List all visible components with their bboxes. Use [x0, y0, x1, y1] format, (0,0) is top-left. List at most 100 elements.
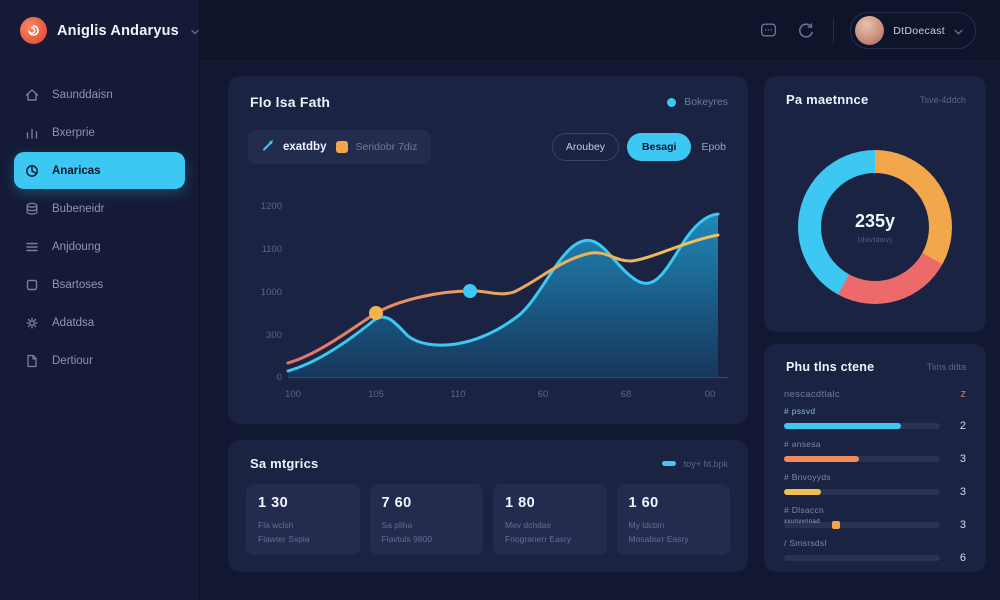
- chevron-down-icon: [954, 22, 963, 40]
- progress-track: [784, 555, 940, 561]
- progress-row: # ansesa 3: [784, 439, 966, 465]
- stat-label: Fla wclsh: [258, 520, 294, 530]
- progress-track: [784, 489, 940, 495]
- document-icon: [24, 353, 40, 369]
- y-tick: 1000: [261, 287, 282, 298]
- progress-panel: Phu tlns ctene Tims ddta nescacdtlalc z …: [764, 344, 986, 572]
- refresh-icon[interactable]: [795, 20, 817, 42]
- stat-value: 1 60: [628, 495, 659, 511]
- progress-label: # ansesa: [784, 439, 821, 449]
- sidebar-item-label: Bsartoses: [52, 278, 104, 291]
- sidebar-item-label: Anjdoung: [52, 240, 101, 253]
- y-tick: 0: [277, 372, 282, 383]
- legend-dot-icon: [667, 97, 677, 107]
- home-icon: [24, 87, 40, 103]
- progress-header-label: nescacdtlalc: [784, 388, 840, 400]
- marker-orange-dot[interactable]: [369, 306, 383, 320]
- progress-label: # Bnvoyyds: [784, 472, 831, 482]
- progress-fill: [784, 456, 859, 462]
- user-menu[interactable]: DtDoecast: [850, 12, 976, 49]
- aroubey-button[interactable]: Aroubey: [551, 133, 620, 161]
- progress-track: [784, 456, 940, 462]
- x-tick: 60: [538, 389, 549, 400]
- sidebar-item-bubeneidr[interactable]: Bubeneidr: [14, 190, 185, 227]
- sidebar-item-adatdsa[interactable]: Adatdsa: [14, 304, 185, 341]
- stat-card: 1 60 My ldcbin Mosaburr Easry: [616, 484, 730, 555]
- sidebar-item-bxerprie[interactable]: Bxerprie: [14, 114, 185, 151]
- sidebar-item-label: Bxerprie: [52, 126, 95, 139]
- progress-label: # Dlsaccn: [784, 505, 825, 515]
- sidebar-item-label: Saunddaisn: [52, 88, 113, 101]
- progress-value: 3: [959, 486, 966, 498]
- legend-dash-icon: [661, 461, 676, 466]
- donut-ring: 235y (dovtdwv): [798, 150, 952, 304]
- sidebar-item-saunddaisn[interactable]: Saunddaisn: [14, 76, 185, 113]
- besagi-button[interactable]: Besagi: [627, 133, 692, 161]
- progress-row: # Bnvoyyds 3: [784, 472, 966, 498]
- orange-marker-icon: [832, 521, 841, 529]
- sidebar-item-anjdoung[interactable]: Anjdoung: [14, 228, 185, 265]
- user-name: DtDoecast: [893, 24, 945, 37]
- bar-chart-icon: [24, 125, 40, 141]
- stat-card: 1 80 Mev dchdas Fnogranerr Easry: [493, 484, 607, 555]
- y-tick: 1100: [262, 244, 282, 255]
- sidebar-item-anaricas[interactable]: Anaricas: [14, 152, 185, 189]
- progress-row: # Dlsaccn xxunvvnnad 3: [784, 505, 966, 531]
- gear-icon: [24, 315, 40, 331]
- progress-value: 6: [959, 552, 966, 564]
- series2-toggle[interactable]: Seridobr 7diz: [336, 141, 417, 153]
- progress-row: # pssvd 2: [784, 406, 966, 432]
- sidebar-menu: Saunddaisn Bxerprie Anaricas Bubeneidr: [0, 76, 199, 379]
- sidebar-item-label: Adatdsa: [52, 316, 95, 329]
- list-icon: [24, 239, 40, 255]
- chart-panel: Flo lsa Fath Bokeyres exatdby Seridobr 7…: [228, 76, 748, 424]
- progress-value: 2: [959, 420, 966, 432]
- stat-label: My ldcbin: [628, 520, 665, 530]
- metrics-legend-label: toy+ fd.bpk: [683, 458, 728, 469]
- chart-title: Flo lsa Fath: [250, 94, 331, 110]
- marker-cyan-dot[interactable]: [463, 284, 477, 298]
- metrics-legend: toy+ fd.bpk: [661, 458, 728, 469]
- x-tick: 68: [621, 389, 632, 400]
- area-series-line: [286, 212, 720, 373]
- area-series-fill: [288, 214, 718, 377]
- stat-value: 1 30: [258, 495, 289, 511]
- sidebar-item-label: Dertiour: [52, 354, 93, 367]
- progress-fill: [784, 489, 822, 495]
- metrics-title: Sa mtgrics: [250, 456, 319, 471]
- sidebar-item-label: Bubeneidr: [52, 202, 105, 215]
- donut-title: Pa maetnnce: [786, 92, 869, 107]
- progress-list: nescacdtlalc z # pssvd 2 # ansesa 3 # Bn…: [764, 374, 986, 564]
- database-icon: [24, 201, 40, 217]
- sidebar: Aniglis Andaryus Saunddaisn Bxerprie: [0, 0, 200, 600]
- progress-label: / Smsrsdsl: [784, 538, 827, 548]
- sidebar-item-dertiour[interactable]: Dertiour: [14, 342, 185, 379]
- stat-label: Sa pliha: [381, 520, 413, 530]
- series1-toggle[interactable]: exatdby: [262, 138, 326, 157]
- box-icon: [24, 277, 40, 293]
- stat-sublabel: Flavtuls 9800: [381, 534, 433, 545]
- progress-value: 3: [959, 519, 966, 531]
- chart-legend-top: Bokeyres: [667, 96, 728, 108]
- chart-buttons: Aroubey Besagi Epob: [551, 133, 728, 161]
- sidebar-item-bsartoses[interactable]: Bsartoses: [14, 266, 185, 303]
- stat-value: 7 60: [381, 495, 412, 511]
- logo-swirl-icon: [20, 17, 47, 44]
- x-tick: 100: [285, 389, 301, 400]
- chat-icon[interactable]: [757, 20, 779, 42]
- epob-button[interactable]: Epob: [699, 137, 728, 157]
- series1-label: exatdby: [283, 141, 327, 153]
- trend-icon: [262, 138, 276, 157]
- stat-sublabel: Fnogranerr Easry: [505, 534, 572, 545]
- donut-subtitle: Tsve-4ddch: [919, 94, 966, 105]
- metrics-panel: Sa mtgrics toy+ fd.bpk 1 30 Fla wclsh Fl…: [228, 440, 748, 572]
- stat-card: 7 60 Sa pliha Flavtuls 9800: [369, 484, 483, 555]
- header-divider: [833, 18, 835, 43]
- legend-top-label: Bokeyres: [684, 96, 728, 108]
- progress-annotation: xxunvvnnad: [784, 519, 821, 525]
- orange-square-icon: [336, 141, 349, 153]
- y-tick: 1200: [261, 201, 282, 212]
- stat-card: 1 30 Fla wclsh Flawter Sxpia: [246, 484, 360, 555]
- logo-chevron-icon[interactable]: [191, 22, 199, 40]
